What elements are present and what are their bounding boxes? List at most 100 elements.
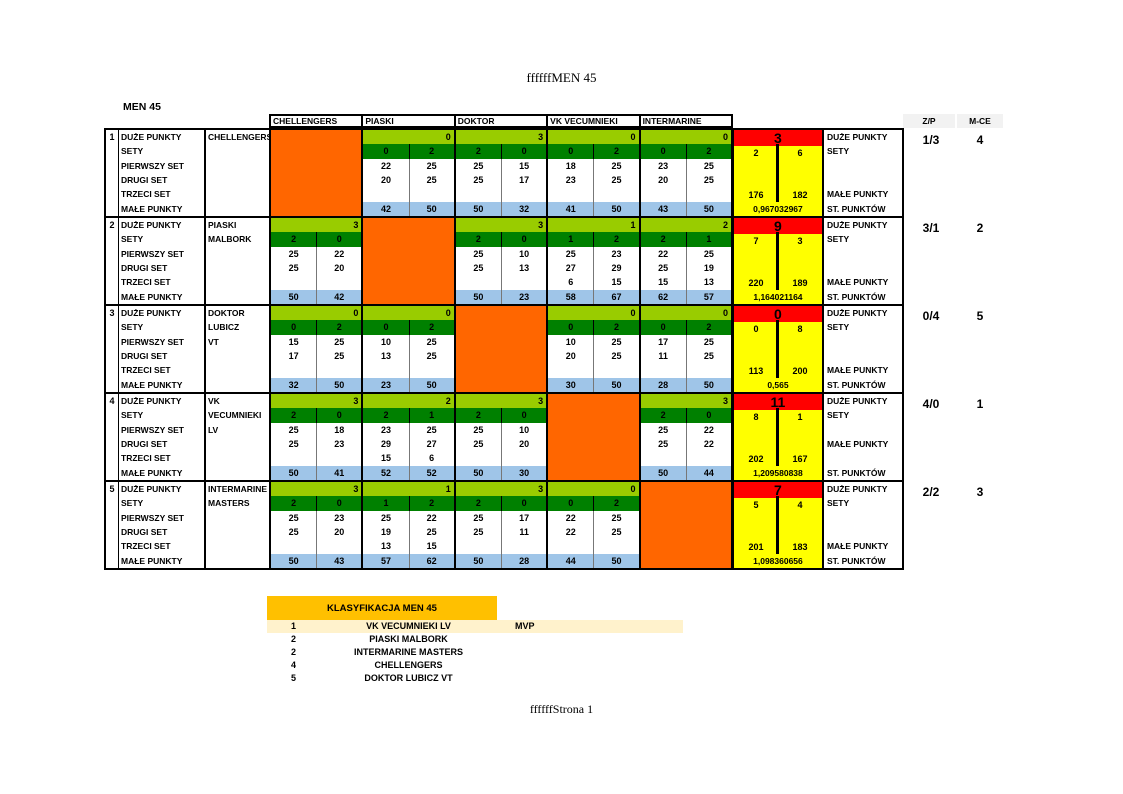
set-score: 25 bbox=[685, 172, 731, 188]
row-label: TRZECI SET bbox=[121, 453, 171, 464]
sety-value: 0 bbox=[548, 496, 594, 511]
male-punkty-value: 30 bbox=[500, 465, 547, 480]
set-score: 25 bbox=[658, 263, 669, 274]
row-label: DRUGI SET bbox=[121, 527, 168, 538]
male-punkty-value: 23 bbox=[363, 377, 409, 392]
set-score: 25 bbox=[473, 512, 484, 523]
row-label: DRUGI SET bbox=[121, 351, 168, 362]
st-punktow-value: 0,565 bbox=[767, 380, 789, 390]
sety-value: 2 bbox=[640, 408, 686, 423]
male-punkty-value: 32 bbox=[271, 377, 317, 392]
table-row: 3 DUŻE PUNKTY SETY PIERWSZY SET DRUGI SET TRZ… bbox=[104, 306, 983, 394]
male-punkty-value: 32 bbox=[500, 201, 547, 216]
set-score: 25 bbox=[658, 424, 669, 435]
set-score: 25 bbox=[473, 175, 484, 186]
set-score bbox=[685, 187, 731, 202]
match-cell: 2 2 1 23 25 29 27 15 6 52 52 bbox=[361, 394, 454, 480]
set-score: 22 bbox=[565, 527, 576, 538]
right-label: ST. PUNKTÓW bbox=[826, 467, 886, 478]
set-score: 15 bbox=[593, 275, 638, 290]
match-cell: 3 2 0 25 22 25 22 50 44 bbox=[638, 394, 731, 480]
classification-rows: 1 VK VECUMNIEKI LV MVP 2 PIASKI MALBORK 2 INTE… bbox=[267, 620, 683, 684]
zp-value: 4/0 bbox=[922, 397, 940, 411]
sety-value: 2 bbox=[271, 496, 317, 511]
set-score bbox=[456, 451, 501, 465]
row-label-column: DUŻE PUNKTY SETY PIERWSZY SET DRUGI SET TRZE… bbox=[119, 130, 204, 216]
set-score: 29 bbox=[593, 260, 638, 276]
set-score bbox=[316, 363, 361, 378]
male-punkty-value: 67 bbox=[593, 289, 639, 304]
opponent-header-row: CHELLENGERS PIASKI DOKTOR VK VECUMNIEKI INTE… bbox=[269, 114, 733, 128]
set-score: 25 bbox=[593, 524, 638, 540]
set-score: 25 bbox=[593, 334, 638, 349]
zp-value: 1/3 bbox=[922, 133, 940, 147]
sety-value: 1 bbox=[685, 232, 731, 247]
row-label: DRUGI SET bbox=[121, 263, 168, 274]
mce-value: 2 bbox=[976, 221, 984, 235]
set-score bbox=[456, 539, 501, 553]
table-row: 5 DUŻE PUNKTY SETY PIERWSZY SET DRUGI SET TRZ… bbox=[104, 482, 983, 570]
team-name-cell: CHELLENGERS bbox=[204, 130, 272, 216]
mvp-note: MVP bbox=[515, 621, 535, 632]
column-header-1: CHELLENGERS bbox=[271, 114, 364, 128]
sety-value: 2 bbox=[593, 232, 639, 247]
team-name: VK bbox=[208, 396, 220, 407]
male-punkty-value: 50 bbox=[408, 377, 454, 392]
classification-team: INTERMARINE MASTERS bbox=[353, 646, 463, 657]
male-punkty-value: 30 bbox=[548, 377, 594, 392]
set-score bbox=[500, 275, 546, 290]
male-punkty-value: 41 bbox=[548, 201, 594, 216]
right-label-column: DUŻE PUNKTY SETY MAŁE PUNKTY ST. PUNKTÓW bbox=[821, 394, 902, 480]
set-score: 25 bbox=[685, 334, 731, 349]
st-punktow-value: 1,098360656 bbox=[753, 556, 803, 566]
row-label-column: DUŻE PUNKTY SETY PIERWSZY SET DRUGI SET TRZE… bbox=[119, 394, 204, 480]
male-punkty-value: 50 bbox=[271, 553, 317, 568]
male-punkty-value: 50 bbox=[316, 377, 362, 392]
sety-value: 0 bbox=[500, 144, 547, 159]
set-score: 15 bbox=[380, 453, 391, 464]
sety-value: 2 bbox=[271, 408, 317, 423]
set-score: 25 bbox=[593, 158, 638, 173]
set-score: 6 bbox=[408, 451, 454, 466]
set-score bbox=[548, 539, 593, 553]
duze-punkty-value: 0 bbox=[363, 130, 454, 145]
male-punkty-value: 50 bbox=[593, 201, 639, 216]
match-cell: 3 2 0 25 18 25 23 50 41 bbox=[269, 394, 362, 480]
right-label: DUŻE PUNKTY bbox=[826, 396, 888, 407]
set-score bbox=[500, 539, 546, 554]
set-score: 25 bbox=[408, 334, 454, 349]
totals-divider bbox=[776, 320, 780, 378]
diagonal-cell bbox=[548, 394, 639, 480]
classification-table: KLASYFIKACJA MEN 45 1 VK VECUMNIEKI LV MVP… bbox=[267, 596, 683, 684]
zp-column-header: Z/P bbox=[903, 114, 955, 128]
male-punkty-value: 50 bbox=[455, 553, 501, 568]
team-name: DOKTOR bbox=[208, 308, 245, 319]
set-score: 25 bbox=[473, 439, 484, 450]
column-header-3: DOKTOR bbox=[455, 114, 549, 128]
total-male-punkty: 183 bbox=[792, 542, 808, 552]
sety-value: 2 bbox=[593, 496, 639, 511]
match-cell: 3 2 0 25 17 25 11 50 28 bbox=[453, 482, 547, 568]
row-label-column: DUŻE PUNKTY SETY PIERWSZY SET DRUGI SET TRZE… bbox=[119, 482, 204, 568]
duze-punkty-value: 3 bbox=[455, 482, 547, 497]
total-sety: 6 bbox=[797, 148, 803, 158]
total-male-punkty: 113 bbox=[748, 366, 764, 376]
duze-punkty-value: 3 bbox=[640, 394, 731, 409]
set-score bbox=[593, 539, 638, 554]
total-sety: 7 bbox=[753, 236, 759, 246]
sety-value: 0 bbox=[316, 496, 362, 511]
set-score: 25 bbox=[288, 527, 299, 538]
classification-row: 1 VK VECUMNIEKI LV MVP bbox=[267, 620, 683, 633]
set-score bbox=[548, 363, 593, 377]
sety-value: 1 bbox=[548, 232, 594, 247]
right-label-column: DUŻE PUNKTY SETY MAŁE PUNKTY ST. PUNKTÓW bbox=[821, 218, 902, 304]
set-score: 25 bbox=[288, 424, 299, 435]
sety-value: 2 bbox=[316, 320, 362, 335]
male-punkty-value: 50 bbox=[408, 201, 454, 216]
duze-punkty-value: 0 bbox=[548, 306, 639, 321]
sety-value: 2 bbox=[363, 408, 409, 423]
row-number: 3 bbox=[106, 306, 119, 392]
set-score bbox=[500, 451, 546, 466]
set-score: 22 bbox=[408, 510, 454, 525]
